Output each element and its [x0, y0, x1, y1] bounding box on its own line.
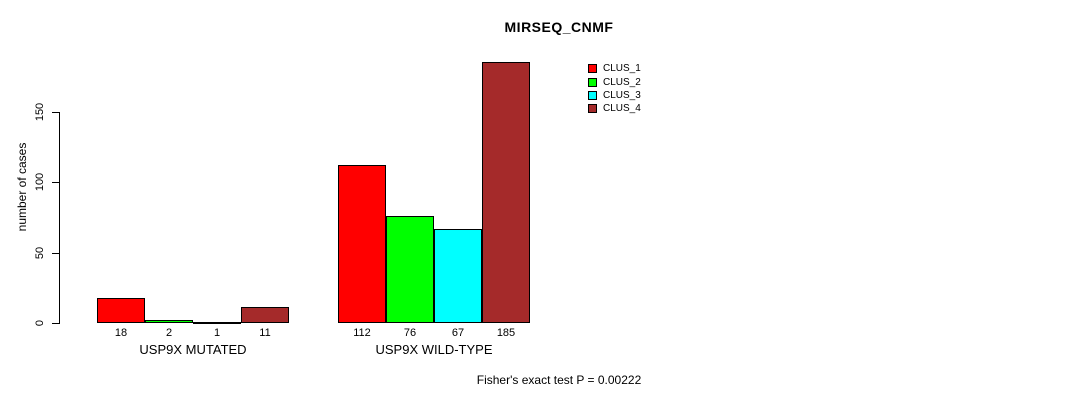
legend-swatch-icon	[588, 77, 597, 87]
bar-value-label: 185	[496, 327, 516, 339]
chart-title: MIRSEQ_CNMF	[504, 19, 614, 35]
y-tick-mark	[52, 112, 59, 113]
bar-value-label: 2	[165, 327, 173, 339]
y-axis-label-text: number of cases	[15, 142, 29, 232]
legend-row-clus_2: CLUS_2	[588, 75, 641, 88]
y-tick-label-text: 0	[34, 319, 46, 327]
group-label-1: USP9X MUTATED	[139, 342, 247, 357]
legend-swatch-icon	[588, 90, 597, 100]
bar-value-label: 67	[451, 327, 465, 339]
legend-label: CLUS_4	[603, 103, 641, 115]
legend-row-clus_3: CLUS_3	[588, 89, 641, 102]
legend-row-clus_1: CLUS_1	[588, 62, 641, 75]
legend-swatch-icon	[588, 64, 597, 74]
bar-value-label: 18	[114, 327, 128, 339]
caption: Fisher's exact test P = 0.00222	[476, 373, 642, 387]
bar-clus_1-group2	[338, 165, 386, 323]
bar-clus_1-group1	[97, 298, 145, 323]
legend-label: CLUS_3	[603, 89, 641, 101]
bar-value-label: 1	[213, 327, 221, 339]
bar-clus_4-group1	[241, 307, 289, 323]
bar-value-label: 112	[353, 327, 371, 339]
y-tick-label-text: 50	[34, 246, 46, 260]
bar-value-label: 11	[259, 327, 271, 339]
y-tick-label-text: 150	[34, 102, 46, 122]
legend: CLUS_1 CLUS_2 CLUS_3 CLUS_4	[588, 62, 641, 116]
legend-row-clus_4: CLUS_4	[588, 102, 641, 115]
legend-swatch-icon	[588, 104, 597, 114]
y-tick-mark	[52, 323, 59, 324]
bar-clus_4-group2	[482, 62, 530, 323]
bar-value-label: 76	[403, 327, 417, 339]
y-tick-label-text: 100	[34, 172, 46, 192]
bar-clus_3-group1	[193, 322, 241, 324]
bar-clus_2-group2	[386, 216, 434, 323]
group-label-2: USP9X WILD-TYPE	[375, 342, 493, 357]
bar-clus_2-group1	[145, 320, 193, 323]
bar-clus_3-group2	[434, 229, 482, 323]
y-tick-mark	[52, 253, 59, 254]
y-tick-mark	[52, 182, 59, 183]
legend-label: CLUS_2	[603, 76, 641, 88]
y-axis-line	[59, 112, 60, 324]
legend-label: CLUS_1	[603, 63, 641, 75]
